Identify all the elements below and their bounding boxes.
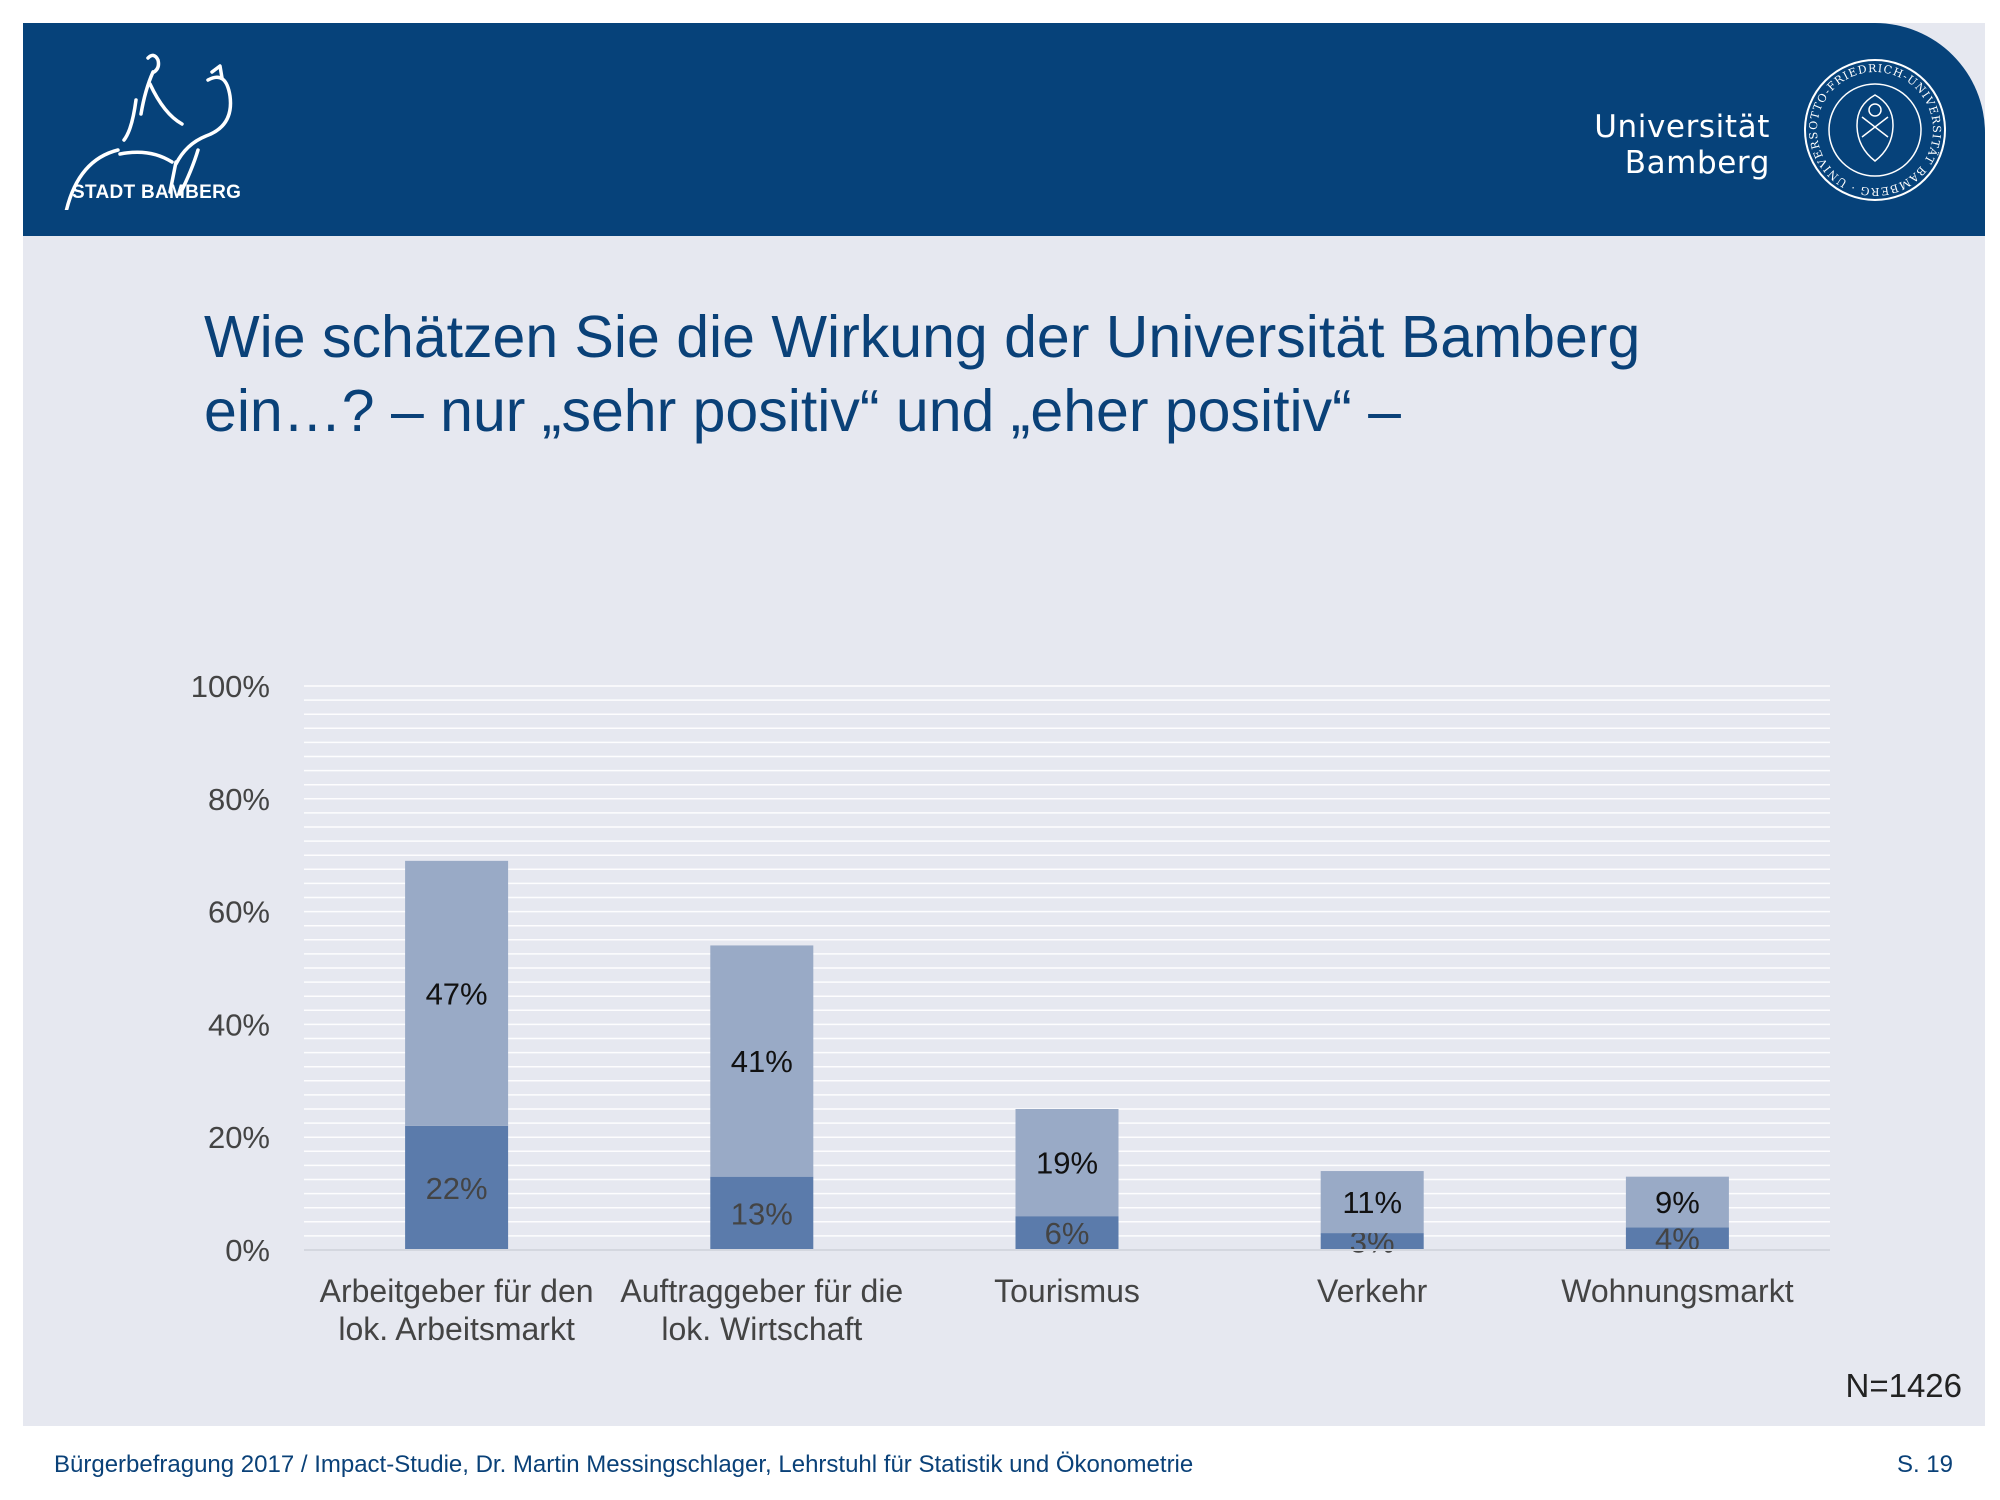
university-name: Universität Bamberg [1594,109,1770,181]
data-label: 9% [1655,1185,1700,1220]
city-horse-logo-icon [64,53,233,210]
header-banner [23,23,1985,236]
y-tick-label: 20% [208,1120,270,1155]
category-label: lok. Arbeitsmarkt [338,1311,575,1347]
category-label: Wohnungsmarkt [1561,1273,1794,1309]
data-label: 19% [1036,1146,1098,1181]
y-tick-label: 40% [208,1007,270,1042]
bar-segment [405,1125,509,1250]
category-label: Tourismus [994,1273,1140,1309]
city-name: STADT BAMBERG [72,182,242,203]
bar-segment [710,1176,814,1250]
category-label: lok. Wirtschaft [661,1311,862,1347]
slide-title-line-2: ein…? – nur „sehr positiv“ und „eher pos… [204,378,1401,444]
bar-segment [405,860,509,1126]
page-number: S. 19 [1896,1451,1953,1478]
data-label: 13% [731,1196,793,1231]
bar-segment [1625,1227,1729,1250]
university-seal-icon: OTTO-FRIEDRICH-UNIVERSITÄT BAMBERG · UNI… [1800,55,1946,201]
bar-segment [1320,1233,1424,1250]
slide-title: Wie schätzen Sie die Wirkung der Univers… [204,300,1804,448]
data-label: 11% [1342,1185,1402,1220]
data-label: 41% [731,1044,793,1079]
category-label: Auftraggeber für die [620,1273,903,1309]
category-label: Verkehr [1317,1273,1428,1309]
data-label: 47% [426,976,488,1011]
bar-segment [1625,1176,1729,1228]
bar-segment [1015,1109,1119,1217]
y-tick-label: 80% [208,782,270,817]
y-tick-label: 0% [225,1233,270,1268]
bar-segment [1015,1216,1119,1250]
sample-size-label: N=1426 [1845,1367,1962,1404]
category-label: Arbeitgeber für den [320,1273,594,1309]
y-tick-label: 60% [208,895,270,930]
footer-source: Bürgerbefragung 2017 / Impact-Studie, Dr… [54,1451,1194,1478]
data-label: 6% [1045,1216,1090,1251]
data-label: 22% [426,1171,488,1206]
slide-title-line-1: Wie schätzen Sie die Wirkung der Univers… [204,304,1641,370]
bar-segment [710,945,814,1177]
stacked-bar-chart: 0% 20% 40% 60% 80% 100% 22% 47% Arbeitgeber für … [191,669,1830,1347]
y-tick-label: 100% [191,669,270,704]
bar-segment [1320,1171,1424,1234]
